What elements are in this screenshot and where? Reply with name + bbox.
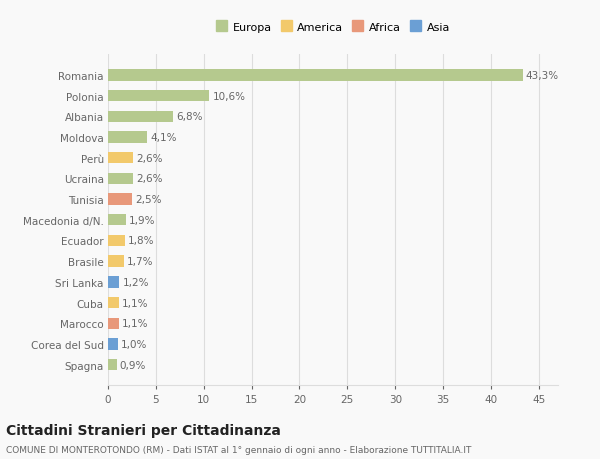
Text: 43,3%: 43,3% <box>526 71 559 81</box>
Text: 6,8%: 6,8% <box>176 112 202 122</box>
Text: 4,1%: 4,1% <box>150 133 176 143</box>
Text: 1,1%: 1,1% <box>121 298 148 308</box>
Bar <box>108 256 124 267</box>
Text: 0,9%: 0,9% <box>119 360 146 370</box>
Text: 1,2%: 1,2% <box>122 277 149 287</box>
Bar <box>108 91 209 102</box>
Bar <box>108 359 116 370</box>
Bar <box>108 112 173 123</box>
Bar <box>108 297 119 308</box>
Bar <box>108 132 147 143</box>
Bar <box>108 318 119 329</box>
Bar <box>108 153 133 164</box>
Bar <box>108 277 119 288</box>
Text: 1,0%: 1,0% <box>121 339 147 349</box>
Bar <box>108 215 126 226</box>
Text: 2,5%: 2,5% <box>135 195 161 205</box>
Text: COMUNE DI MONTEROTONDO (RM) - Dati ISTAT al 1° gennaio di ogni anno - Elaborazio: COMUNE DI MONTEROTONDO (RM) - Dati ISTAT… <box>6 445 472 454</box>
Text: 10,6%: 10,6% <box>212 91 245 101</box>
Text: 1,1%: 1,1% <box>121 319 148 329</box>
Text: 2,6%: 2,6% <box>136 153 162 163</box>
Legend: Europa, America, Africa, Asia: Europa, America, Africa, Asia <box>212 17 454 37</box>
Text: 1,8%: 1,8% <box>128 236 155 246</box>
Text: Cittadini Stranieri per Cittadinanza: Cittadini Stranieri per Cittadinanza <box>6 423 281 437</box>
Text: 2,6%: 2,6% <box>136 174 162 184</box>
Bar <box>108 235 125 246</box>
Text: 1,9%: 1,9% <box>129 215 155 225</box>
Text: 1,7%: 1,7% <box>127 257 154 267</box>
Bar <box>108 70 523 81</box>
Bar <box>108 174 133 185</box>
Bar <box>108 339 118 350</box>
Bar <box>108 194 132 205</box>
